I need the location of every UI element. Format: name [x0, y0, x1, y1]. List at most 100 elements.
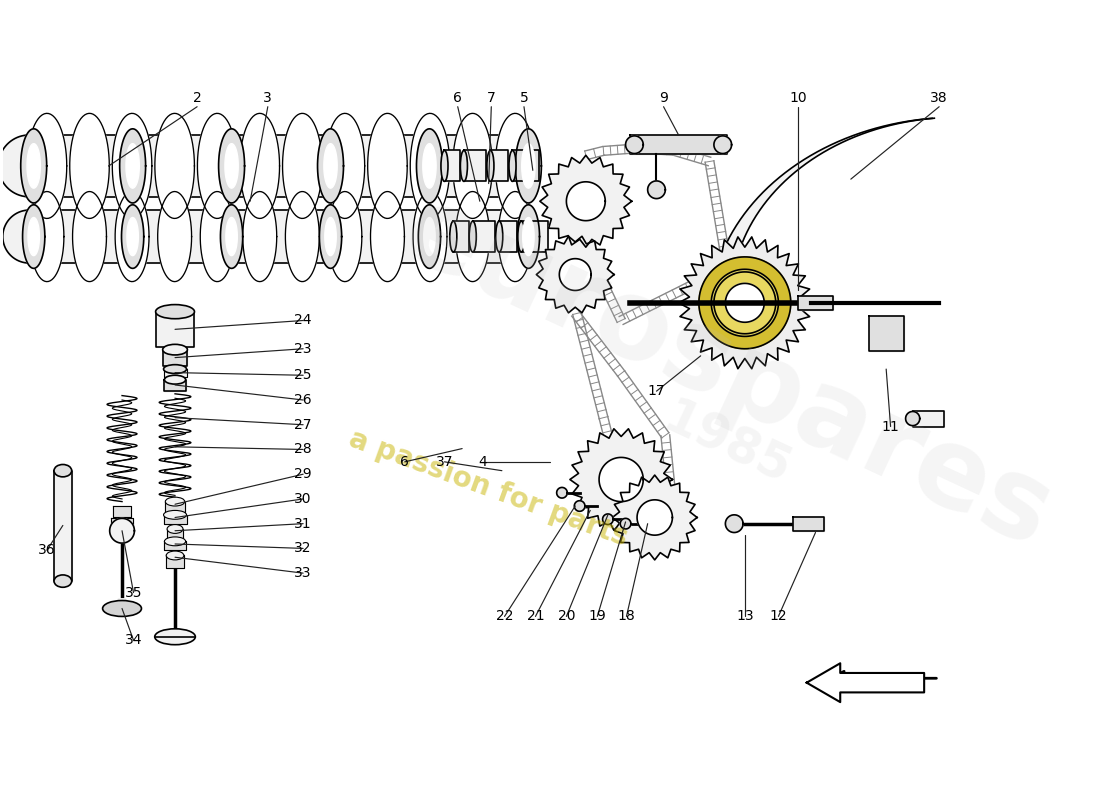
Polygon shape	[806, 663, 924, 702]
Polygon shape	[28, 218, 40, 256]
Text: 26: 26	[295, 393, 312, 407]
Polygon shape	[30, 135, 532, 197]
Polygon shape	[574, 501, 585, 511]
Polygon shape	[326, 114, 365, 218]
Polygon shape	[155, 312, 195, 347]
Polygon shape	[240, 114, 279, 218]
Ellipse shape	[164, 375, 186, 384]
Polygon shape	[603, 514, 613, 525]
Text: 2: 2	[192, 91, 201, 105]
Polygon shape	[111, 518, 133, 527]
Polygon shape	[69, 114, 109, 218]
Ellipse shape	[165, 497, 185, 506]
Polygon shape	[30, 191, 64, 282]
Polygon shape	[913, 410, 944, 426]
Polygon shape	[566, 182, 605, 221]
Polygon shape	[495, 114, 535, 218]
Polygon shape	[418, 205, 441, 268]
Polygon shape	[220, 205, 243, 268]
Text: eurospares: eurospares	[386, 177, 1068, 570]
Polygon shape	[155, 114, 195, 218]
Polygon shape	[73, 191, 107, 282]
Polygon shape	[163, 350, 187, 366]
Polygon shape	[905, 411, 920, 426]
Text: 30: 30	[295, 492, 312, 506]
Polygon shape	[516, 129, 541, 203]
Ellipse shape	[164, 537, 186, 546]
Polygon shape	[200, 191, 234, 282]
Text: 24: 24	[295, 314, 312, 327]
Text: 1985: 1985	[656, 394, 799, 494]
Ellipse shape	[470, 221, 476, 252]
Polygon shape	[540, 155, 631, 247]
Ellipse shape	[518, 221, 525, 252]
Polygon shape	[21, 129, 46, 203]
Polygon shape	[0, 135, 30, 197]
Text: 37: 37	[436, 455, 453, 469]
Text: 18: 18	[617, 610, 636, 623]
Polygon shape	[371, 191, 405, 282]
Polygon shape	[367, 114, 407, 218]
Polygon shape	[714, 136, 732, 154]
Polygon shape	[410, 114, 450, 218]
Polygon shape	[557, 487, 568, 498]
Ellipse shape	[450, 221, 456, 252]
Text: 34: 34	[124, 634, 142, 647]
Text: a passion for parts: a passion for parts	[345, 425, 632, 552]
Polygon shape	[113, 506, 131, 517]
Polygon shape	[793, 517, 824, 530]
Polygon shape	[473, 221, 495, 252]
Ellipse shape	[441, 150, 448, 182]
Polygon shape	[491, 150, 508, 182]
Polygon shape	[164, 380, 186, 391]
Polygon shape	[117, 598, 128, 609]
Polygon shape	[126, 218, 139, 256]
Polygon shape	[166, 555, 184, 568]
Polygon shape	[224, 144, 239, 188]
Ellipse shape	[102, 601, 142, 617]
Polygon shape	[869, 316, 904, 351]
Ellipse shape	[54, 465, 72, 477]
Polygon shape	[464, 150, 486, 182]
Polygon shape	[28, 144, 41, 188]
Text: 5: 5	[519, 91, 528, 105]
Polygon shape	[167, 529, 183, 542]
Polygon shape	[613, 475, 697, 560]
Polygon shape	[126, 144, 140, 188]
Polygon shape	[120, 129, 145, 203]
Polygon shape	[559, 258, 591, 290]
Ellipse shape	[54, 575, 72, 587]
Polygon shape	[513, 150, 539, 182]
Polygon shape	[714, 272, 775, 334]
Ellipse shape	[509, 150, 516, 182]
Polygon shape	[157, 191, 191, 282]
Text: 32: 32	[295, 542, 312, 555]
Polygon shape	[422, 144, 436, 188]
Polygon shape	[112, 114, 152, 218]
Polygon shape	[498, 191, 532, 282]
Polygon shape	[164, 369, 187, 377]
Polygon shape	[499, 221, 517, 252]
Polygon shape	[453, 221, 470, 252]
Polygon shape	[414, 191, 447, 282]
Polygon shape	[648, 181, 666, 198]
Text: 22: 22	[496, 610, 514, 623]
Polygon shape	[121, 205, 144, 268]
Text: 21: 21	[527, 610, 544, 623]
Polygon shape	[323, 144, 338, 188]
Polygon shape	[713, 118, 934, 282]
Polygon shape	[28, 114, 67, 218]
Polygon shape	[283, 114, 322, 218]
Polygon shape	[23, 205, 45, 268]
Polygon shape	[453, 114, 493, 218]
Polygon shape	[54, 470, 72, 581]
Ellipse shape	[164, 365, 187, 374]
Text: 19: 19	[588, 610, 606, 623]
Polygon shape	[324, 218, 337, 256]
Polygon shape	[328, 191, 362, 282]
Ellipse shape	[155, 629, 196, 645]
Polygon shape	[725, 283, 764, 322]
Polygon shape	[319, 205, 342, 268]
Ellipse shape	[164, 510, 187, 519]
Polygon shape	[637, 500, 672, 535]
